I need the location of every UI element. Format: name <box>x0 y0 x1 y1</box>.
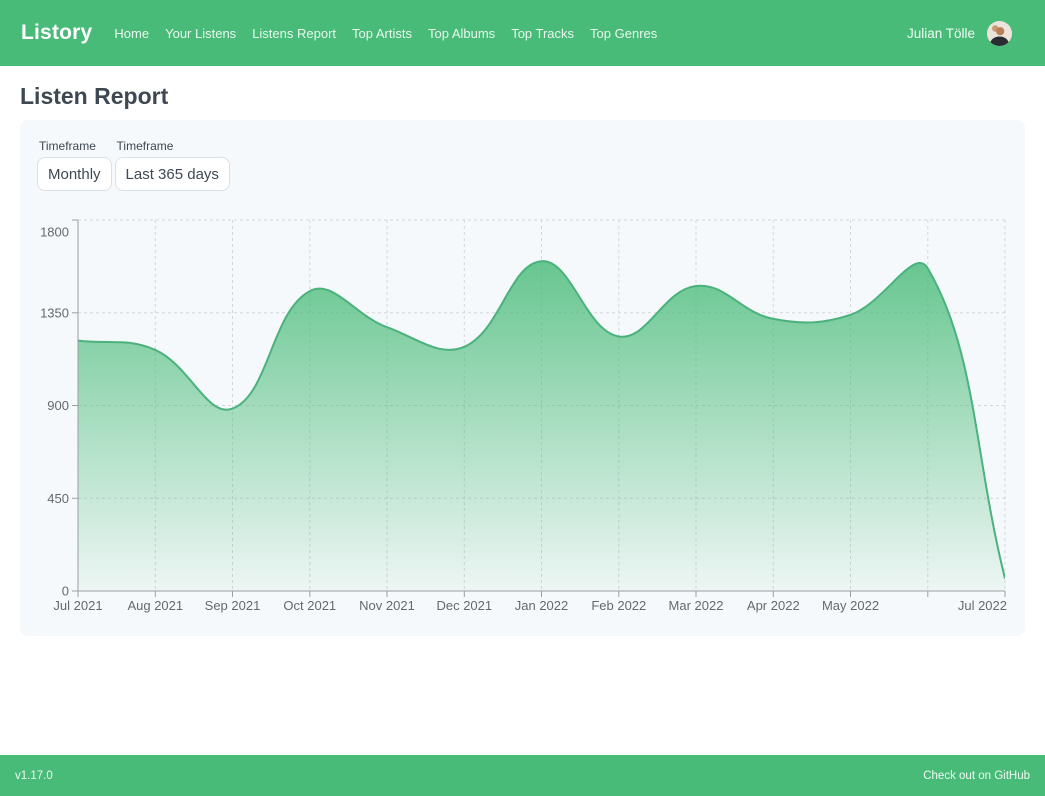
timeframe-controls: Timeframe Monthly Timeframe Last 365 day… <box>37 139 1008 191</box>
timeframe-unit-control: Timeframe Monthly <box>37 139 112 191</box>
svg-text:Mar 2022: Mar 2022 <box>669 598 724 613</box>
nav-item-top-albums[interactable]: Top Albums <box>427 25 496 41</box>
footer: v1.17.0 Check out on GitHub <box>0 755 1045 796</box>
svg-text:0: 0 <box>62 584 69 599</box>
svg-text:Feb 2022: Feb 2022 <box>591 598 646 613</box>
svg-text:Aug 2021: Aug 2021 <box>127 598 183 613</box>
svg-text:Sep 2021: Sep 2021 <box>205 598 261 613</box>
nav-item-home[interactable]: Home <box>114 25 150 41</box>
svg-text:Jul 2021: Jul 2021 <box>53 598 102 613</box>
svg-text:May 2022: May 2022 <box>822 598 879 613</box>
nav-item-top-genres[interactable]: Top Genres <box>590 25 658 41</box>
user-menu[interactable]: Julian Tölle <box>906 20 1012 46</box>
main-navigation: Home Your Listens Listens Report Top Art… <box>114 26 907 41</box>
svg-text:900: 900 <box>47 398 69 413</box>
svg-text:1350: 1350 <box>40 305 69 320</box>
timeframe-range-label: Timeframe <box>116 139 174 153</box>
nav-item-top-tracks[interactable]: Top Tracks <box>511 25 575 41</box>
svg-text:450: 450 <box>47 491 69 506</box>
user-avatar-icon[interactable] <box>987 20 1012 46</box>
timeframe-range-control: Timeframe Last 365 days <box>114 139 230 191</box>
nav-item-listens-report[interactable]: Listens Report <box>252 25 337 41</box>
svg-text:1800: 1800 <box>40 225 69 240</box>
svg-text:Dec 2021: Dec 2021 <box>436 598 492 613</box>
github-link[interactable]: Check out on GitHub <box>923 769 1030 782</box>
main-content: Listen Report Timeframe Monthly Timefram… <box>0 66 1045 755</box>
nav-item-top-artists[interactable]: Top Artists <box>352 25 412 41</box>
svg-text:Apr 2022: Apr 2022 <box>747 598 800 613</box>
app-logo[interactable]: Listory <box>21 21 93 44</box>
user-name: Julian Tölle <box>906 25 975 41</box>
page-title: Listen Report <box>20 83 169 109</box>
timeframe-range-button[interactable]: Last 365 days <box>114 157 230 191</box>
svg-text:Jul 2022: Jul 2022 <box>958 598 1007 613</box>
svg-text:Nov 2021: Nov 2021 <box>359 598 415 613</box>
listens-area-chart[interactable]: 0 450 900 1350 1800 Jul 2021 Aug 2021 Sep 2021 O… <box>37 218 1008 618</box>
svg-text:Jan 2022: Jan 2022 <box>515 598 569 613</box>
timeframe-unit-button[interactable]: Monthly <box>37 157 112 191</box>
svg-text:Oct 2021: Oct 2021 <box>283 598 336 613</box>
nav-item-your-listens[interactable]: Your Listens <box>165 25 237 41</box>
navbar: Listory Home Your Listens Listens Report… <box>0 0 1045 66</box>
timeframe-unit-label: Timeframe <box>39 139 96 153</box>
report-card: Timeframe Monthly Timeframe Last 365 day… <box>20 120 1025 636</box>
app-version: v1.17.0 <box>15 769 53 782</box>
